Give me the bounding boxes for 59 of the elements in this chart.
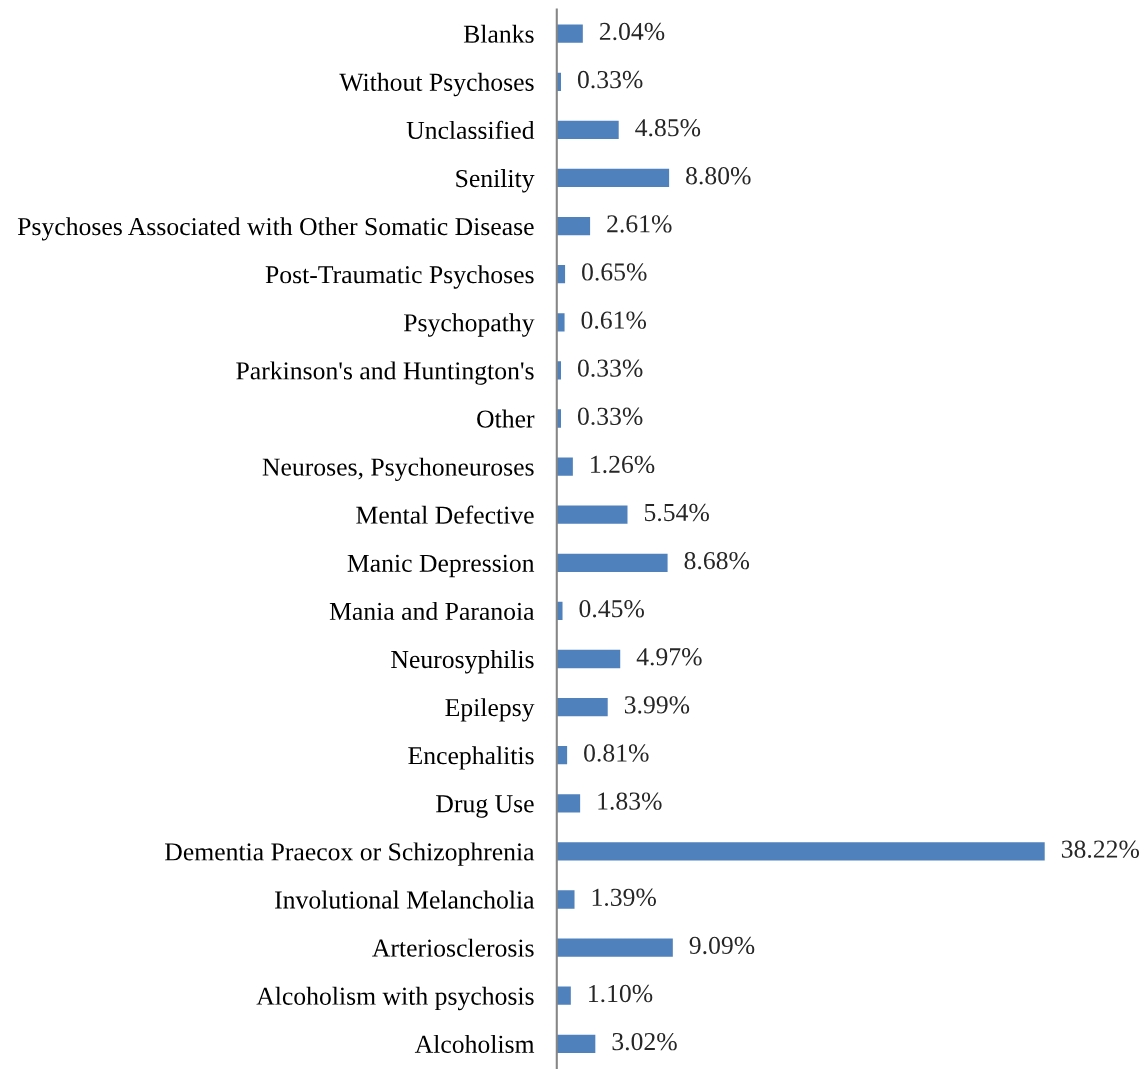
data-label: 8.80% [686,167,751,185]
y-tick-label: Mental Defective [356,505,534,524]
bar [556,890,575,909]
bar [556,649,621,669]
y-tick-label: Blanks [463,24,534,43]
bar [556,505,628,524]
data-label: 0.33% [577,70,643,89]
data-label: 0.33% [577,407,643,426]
data-label: 1.10% [589,984,653,1003]
y-tick-label: Mania and Paranoia [329,601,535,621]
bar [556,986,571,1005]
y-tick-label: Other [477,409,535,428]
bar [556,938,673,957]
data-label: 38.22% [1061,840,1140,858]
bar [556,457,573,476]
data-label: 2.04% [599,22,665,41]
data-label: 1.83% [598,792,662,810]
y-tick-label: Neuroses, Psychoneuroses [262,457,534,482]
data-label: 5.54% [644,503,709,522]
data-label: 4.97% [636,648,702,666]
y-tick-label: Post-Traumatic Psychoses [265,265,534,289]
y-tick-label: Epilepsy [445,698,535,722]
data-label: 9.09% [689,936,755,955]
bar [556,697,608,717]
data-label: 2.61% [607,215,672,233]
data-label: 3.02% [612,1032,677,1051]
data-label: 0.81% [584,744,649,762]
y-tick-label: Unclassified [406,120,535,140]
y-tick-label: Senility [456,169,535,193]
data-label: 1.39% [592,888,656,907]
data-label: 8.68% [684,551,750,570]
y-tick-label: Neurosyphilis [391,650,534,674]
y-tick-label: Psychopathy [403,313,535,337]
y-tick-label: Arteriosclerosis [372,938,534,957]
data-label: 3.99% [624,696,690,714]
y-tick-label: Alcoholism [414,1034,535,1053]
y-tick-label: Encephalitis [408,746,534,770]
data-label: 1.26% [591,455,655,474]
bar [556,1034,596,1053]
data-label: 0.61% [581,311,647,329]
bar [556,794,581,813]
y-tick-label: Psychoses Associated with Other Somatic Disease [17,217,534,241]
bar [556,24,583,43]
bar [556,842,1045,861]
data-label: 0.65% [582,263,647,281]
y-tick-label: Dementia Praecox or Schizophrenia [165,842,535,866]
bar [556,168,670,188]
data-label: 4.85% [635,118,701,137]
y-tick-label: Parkinson's and Huntington's [236,361,534,385]
bar [556,120,619,140]
y-tick-label: Alcoholism with psychosis [256,986,534,1011]
bar [556,553,668,572]
y-tick-label: Without Psychoses [339,72,534,97]
data-label: 0.45% [579,599,644,618]
y-tick-label: Manic Depression [347,554,535,578]
bar [556,216,591,236]
y-tick-label: Drug Use [436,795,534,818]
data-label: 0.33% [577,359,643,377]
y-tick-label: Involutional Melancholia [275,890,535,909]
